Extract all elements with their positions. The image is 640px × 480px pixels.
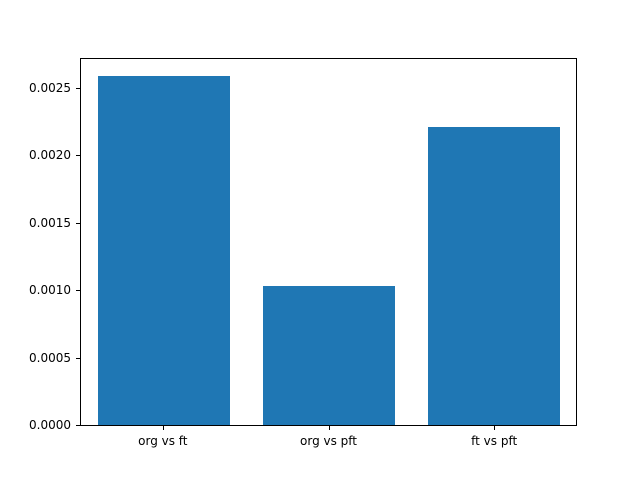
x-tick-mark — [494, 426, 496, 430]
bar-org-vs-ft — [97, 76, 230, 425]
y-tick-label: 0.0015 — [29, 215, 71, 230]
bar-org-vs-pft — [262, 285, 395, 425]
x-tick-label: org vs ft — [138, 434, 188, 448]
y-tick-label: 0.0020 — [29, 148, 71, 163]
y-tick-label: 0.0025 — [29, 81, 71, 95]
x-tick-mark — [328, 426, 330, 430]
y-tick-mark — [76, 290, 80, 292]
plot-area — [80, 58, 577, 426]
x-tick-label: org vs pft — [300, 434, 357, 448]
bar-ft-vs-pft — [427, 127, 560, 425]
y-tick-label: 0.0005 — [29, 350, 71, 365]
y-tick-mark — [76, 425, 80, 426]
x-tick-mark — [162, 426, 164, 430]
y-tick-label: 0.0000 — [29, 418, 71, 432]
x-tick-label: ft vs pft — [471, 434, 518, 448]
y-tick-label: 0.0010 — [29, 283, 71, 298]
y-tick-mark — [76, 357, 80, 359]
y-tick-mark — [76, 88, 80, 89]
y-tick-mark — [76, 222, 80, 224]
y-tick-mark — [76, 155, 80, 157]
